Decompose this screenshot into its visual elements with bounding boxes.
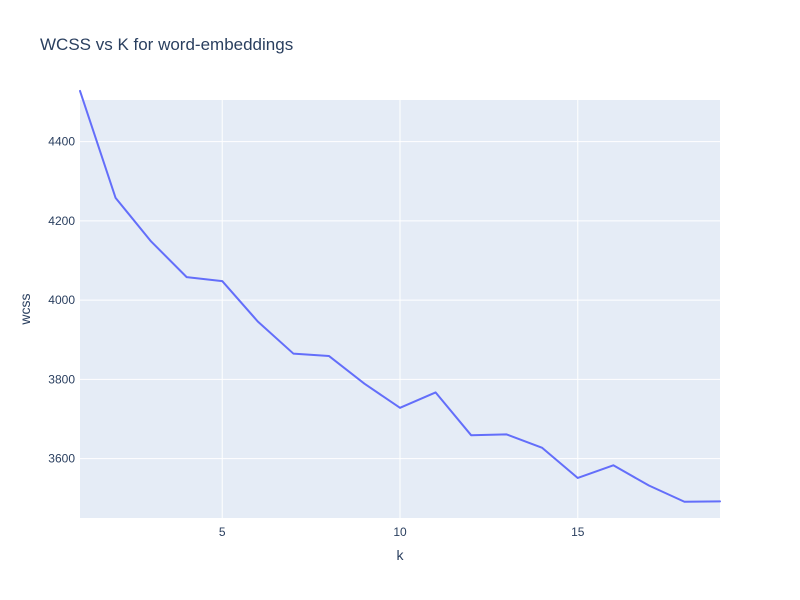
y-tick-label: 4000 — [48, 293, 75, 307]
y-tick-label: 4400 — [48, 135, 75, 149]
y-tick-label: 3600 — [48, 452, 75, 466]
series-line — [79, 89, 721, 503]
series-layer — [79, 89, 721, 503]
grid-lines — [80, 100, 720, 518]
y-tick-label: 3800 — [48, 372, 75, 386]
x-axis-title: k — [397, 547, 405, 563]
y-axis-title: wcss — [17, 293, 33, 325]
y-tick-labels: 3600 3800 4000 4200 4400 — [48, 135, 75, 466]
x-tick-label: 15 — [571, 525, 585, 539]
chart-title: WCSS vs K for word-embeddings — [40, 35, 293, 54]
x-tick-labels: 5 10 15 — [219, 525, 585, 539]
x-tick-label: 10 — [393, 525, 407, 539]
x-tick-label: 5 — [219, 525, 226, 539]
y-tick-label: 4200 — [48, 214, 75, 228]
